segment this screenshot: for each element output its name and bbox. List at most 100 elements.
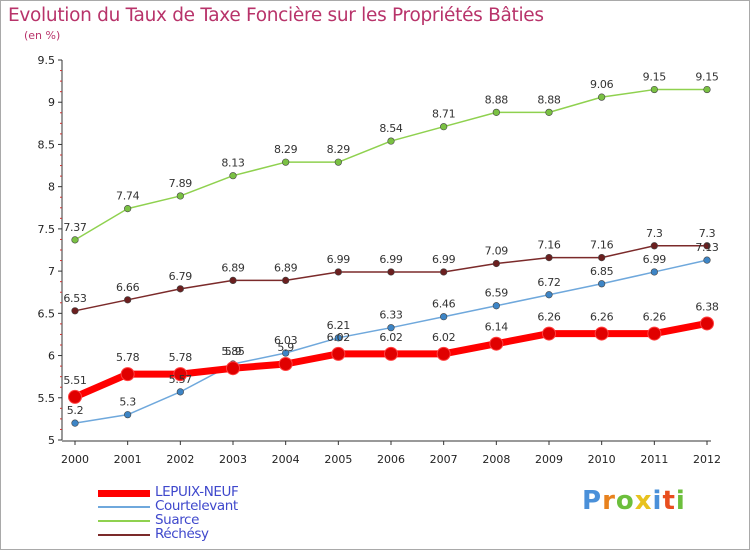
- logo-letter: P: [582, 486, 603, 516]
- data-point-rechesy: [545, 254, 553, 262]
- data-label-lepuix-neuf: 5.85: [221, 345, 245, 358]
- y-tick-label: 7.5: [38, 223, 56, 236]
- chart-data-labels: 7.37 7.74 7.89 8.13 8.29 8.29 8.54 8.71 8.88 8.88…: [63, 71, 719, 418]
- x-tick-label: 2007: [430, 453, 458, 466]
- data-label-suarce: 8.29: [327, 143, 351, 156]
- data-point-lepuix-neuf: [489, 336, 504, 351]
- data-label-rechesy: 7.09: [485, 245, 509, 258]
- data-point-suarce: [124, 205, 132, 213]
- data-point-suarce: [176, 192, 184, 200]
- data-point-courtelevant: [545, 291, 553, 299]
- data-point-rechesy: [492, 259, 500, 268]
- data-label-courtelevant: 6.72: [537, 276, 560, 289]
- data-point-courtelevant: [282, 349, 290, 357]
- data-label-rechesy: 6.89: [274, 261, 298, 274]
- legend-swatch-lepuix-neuf: [98, 490, 150, 497]
- chart-series: [68, 85, 714, 427]
- data-point-lepuix-neuf: [594, 326, 609, 341]
- y-tick-label: 8.5: [38, 138, 56, 151]
- data-point-lepuix-neuf: [278, 357, 293, 371]
- data-point-suarce: [387, 137, 395, 145]
- logo-letter: o: [615, 486, 635, 516]
- x-tick-label: 2009: [535, 453, 563, 466]
- data-label-lepuix-neuf: 5.78: [169, 351, 193, 364]
- data-label-courtelevant: 7.13: [695, 241, 719, 254]
- data-label-rechesy: 7.3: [646, 227, 663, 240]
- data-point-lepuix-neuf: [226, 361, 240, 376]
- data-label-rechesy: 6.79: [169, 270, 193, 283]
- y-tick-label: 8: [48, 181, 55, 194]
- data-label-lepuix-neuf: 5.78: [116, 351, 140, 364]
- logo-letter: i: [652, 486, 663, 516]
- data-label-courtelevant: 5.57: [169, 373, 193, 386]
- y-tick-label: 5.5: [38, 392, 56, 405]
- data-point-rechesy: [334, 268, 342, 276]
- data-label-rechesy: 7.3: [699, 227, 716, 240]
- data-point-suarce: [71, 236, 79, 244]
- data-label-suarce: 8.71: [432, 108, 455, 121]
- data-label-suarce: 8.54: [379, 122, 403, 135]
- data-point-suarce: [545, 108, 553, 116]
- data-point-rechesy: [229, 276, 237, 285]
- data-point-courtelevant: [650, 268, 658, 276]
- data-point-courtelevant: [387, 324, 395, 332]
- data-point-courtelevant: [440, 313, 448, 321]
- legend-label-suarce: Suarce: [155, 512, 199, 528]
- data-point-courtelevant: [703, 256, 711, 264]
- data-point-rechesy: [703, 242, 711, 250]
- data-label-rechesy: 6.99: [432, 253, 456, 266]
- legend-label-lepuix-neuf: LEPUIX-NEUF: [155, 484, 239, 500]
- data-label-suarce: 9.15: [695, 71, 719, 84]
- x-tick-label: 2006: [377, 453, 405, 466]
- data-label-rechesy: 6.99: [327, 253, 351, 266]
- data-label-rechesy: 6.66: [116, 281, 140, 294]
- series-line-suarce: [74, 88, 708, 241]
- x-tick-label: 2000: [61, 453, 89, 466]
- data-point-lepuix-neuf: [542, 326, 556, 341]
- data-label-lepuix-neuf: 6.14: [485, 321, 509, 334]
- y-tick-label: 5: [48, 434, 55, 447]
- legend-label-rechesy: Réchésy: [155, 526, 209, 542]
- y-tick-label: 9: [48, 96, 55, 109]
- data-label-lepuix-neuf: 6.26: [590, 311, 614, 324]
- data-point-suarce: [440, 123, 448, 131]
- data-label-lepuix-neuf: 6.26: [537, 311, 561, 324]
- data-point-courtelevant: [598, 280, 606, 288]
- data-label-rechesy: 7.16: [537, 239, 561, 252]
- x-tick-label: 2012: [693, 453, 721, 466]
- data-point-courtelevant: [176, 388, 184, 396]
- data-label-suarce: 7.37: [63, 221, 87, 234]
- data-label-suarce: 8.13: [221, 157, 245, 170]
- data-point-rechesy: [176, 285, 184, 293]
- legend-swatch-rechesy: [98, 534, 150, 536]
- data-label-rechesy: 6.99: [379, 253, 403, 266]
- x-tick-label: 2001: [114, 453, 142, 466]
- chart-unit-label: (en %): [24, 29, 61, 42]
- y-tick-label: 6: [48, 350, 55, 363]
- data-label-courtelevant: 6.33: [379, 309, 403, 322]
- x-tick-label: 2011: [640, 453, 668, 466]
- y-tick-label: 9.5: [38, 54, 56, 67]
- logo-letter: x: [634, 486, 653, 516]
- data-label-lepuix-neuf: 6.38: [695, 300, 719, 313]
- data-point-lepuix-neuf: [700, 316, 714, 331]
- data-label-courtelevant: 6.99: [643, 253, 667, 266]
- x-tick-label: 2008: [482, 453, 510, 466]
- data-point-suarce: [703, 85, 711, 94]
- data-label-courtelevant: 6.03: [274, 334, 298, 347]
- data-point-lepuix-neuf: [120, 367, 135, 382]
- legend-swatch-suarce: [98, 520, 150, 522]
- data-label-suarce: 7.74: [116, 190, 140, 203]
- data-label-suarce: 7.89: [169, 177, 193, 190]
- data-point-lepuix-neuf: [68, 389, 82, 404]
- data-label-suarce: 9.15: [643, 71, 667, 84]
- data-label-lepuix-neuf: 6.02: [379, 331, 402, 344]
- logo-letter: r: [602, 486, 616, 516]
- data-point-courtelevant: [492, 302, 500, 310]
- proxiti-logo: Proxiti: [582, 486, 686, 516]
- logo-letter: i: [675, 486, 686, 516]
- data-label-rechesy: 6.89: [221, 261, 245, 274]
- data-label-courtelevant: 6.59: [485, 287, 509, 300]
- legend-swatch-courtelevant: [98, 506, 150, 508]
